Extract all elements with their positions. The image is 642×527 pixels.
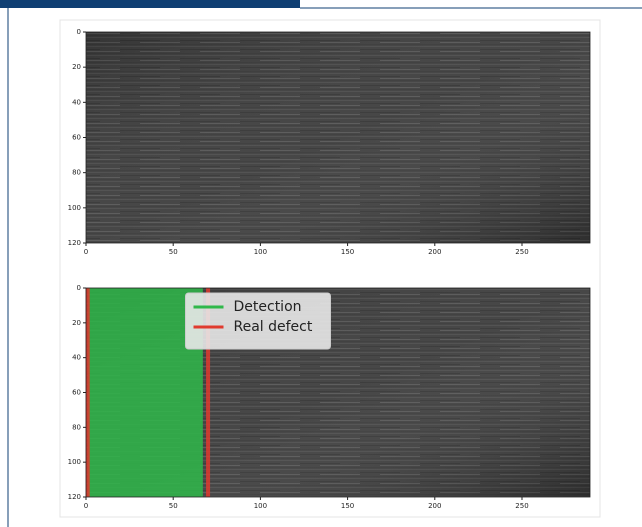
y-tick-label: 40 — [72, 98, 81, 106]
y-tick-label: 20 — [72, 319, 81, 327]
x-tick-label: 250 — [515, 502, 528, 510]
y-tick-label: 40 — [72, 354, 81, 362]
y-tick-label: 100 — [68, 458, 81, 466]
page: 0501001502002500204060801001200501001502… — [0, 0, 642, 527]
x-tick-label: 100 — [254, 248, 267, 256]
y-tick-label: 120 — [68, 239, 81, 247]
y-tick-label: 100 — [68, 204, 81, 212]
x-tick-label: 0 — [84, 502, 88, 510]
x-tick-label: 200 — [428, 502, 441, 510]
x-tick-label: 50 — [169, 502, 178, 510]
x-tick-label: 50 — [169, 248, 178, 256]
y-tick-label: 60 — [72, 389, 81, 397]
y-tick-label: 80 — [72, 423, 81, 431]
y-tick-label: 120 — [68, 493, 81, 501]
x-tick-label: 0 — [84, 248, 88, 256]
y-tick-label: 60 — [72, 134, 81, 142]
y-tick-label: 0 — [77, 284, 81, 292]
y-tick-label: 0 — [77, 28, 81, 36]
image-shade — [86, 32, 590, 243]
legend-label: Real defect — [234, 319, 313, 335]
y-tick-label: 20 — [72, 63, 81, 71]
x-tick-label: 100 — [254, 502, 267, 510]
x-tick-label: 200 — [428, 248, 441, 256]
legend-label: Detection — [234, 299, 302, 315]
x-tick-label: 150 — [341, 248, 354, 256]
x-tick-label: 250 — [515, 248, 528, 256]
header-band — [0, 0, 300, 8]
y-tick-label: 80 — [72, 169, 81, 177]
x-tick-label: 150 — [341, 502, 354, 510]
